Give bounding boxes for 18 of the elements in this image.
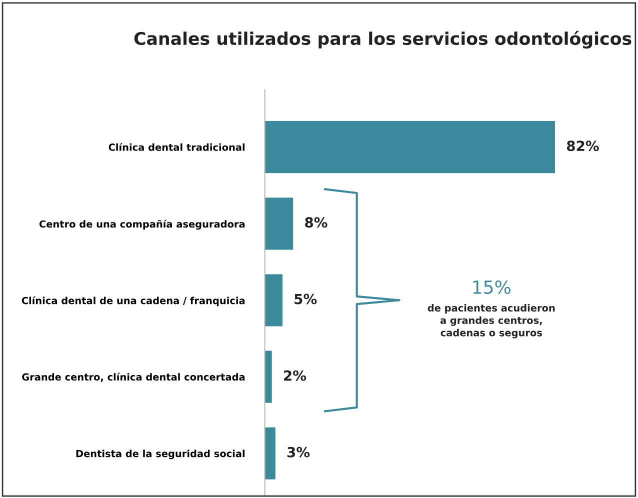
data-label: 3% [287, 446, 310, 458]
data-label: 2% [284, 370, 306, 381]
data-label: 5% [294, 294, 317, 304]
y-tick-label: Centro de una compañía aseguradora [39, 220, 245, 230]
y-tick-label: Clínica dental tradicional [108, 142, 245, 151]
y-tick-label: Dentista de la seguridad social [76, 450, 245, 460]
chart-title: Canales utilizados para los servicios odontológicos [134, 30, 632, 49]
bar [264, 350, 272, 403]
bar [264, 198, 294, 250]
data-label: 82% [566, 140, 599, 152]
y-tick-label: Grande centro, clínica dental concertada [22, 372, 245, 382]
annotation: 15% [473, 280, 510, 294]
data-label: 8% [305, 217, 328, 228]
bar [264, 121, 556, 174]
y-tick-label: Clínica dental de una cadena / franquicia [22, 296, 245, 306]
annotation: de pacientes acudieron a grandes centros, cadenas o seguros [428, 304, 555, 338]
bar [264, 274, 282, 326]
bar [264, 427, 276, 480]
